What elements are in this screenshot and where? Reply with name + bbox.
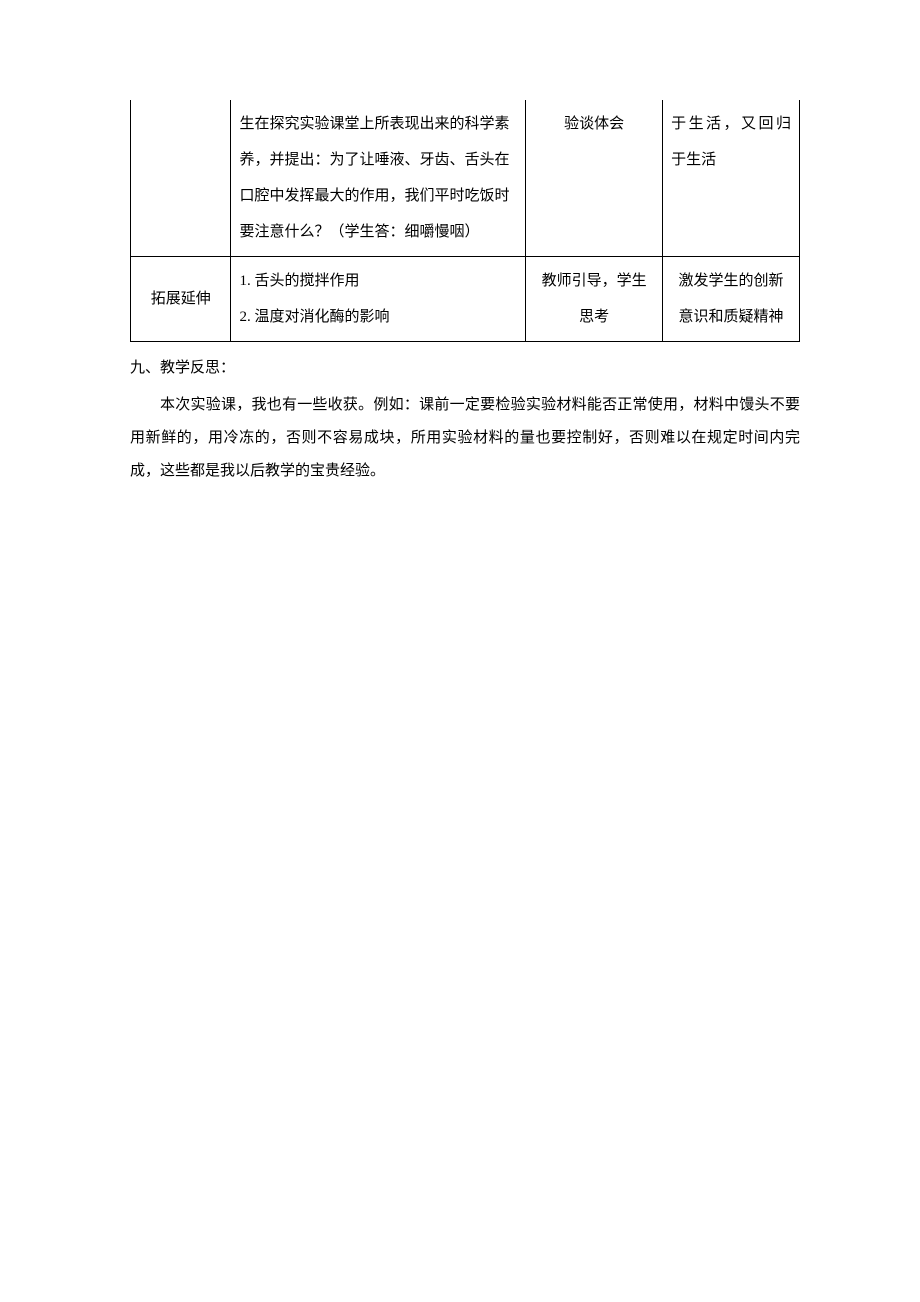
document-page: 生在探究实验课堂上所表现出来的科学素养，并提出：为了让唾液、牙齿、舌头在口腔中发… <box>0 0 920 488</box>
section-heading: 九、教学反思： <box>130 352 800 385</box>
cell-teacher-activity: 生在探究实验课堂上所表现出来的科学素养，并提出：为了让唾液、牙齿、舌头在口腔中发… <box>231 100 526 257</box>
list-item: 2. 温度对消化酶的影响 <box>239 299 517 335</box>
cell-student-activity: 教师引导，学生思考 <box>526 257 663 342</box>
cell-design-intent: 激发学生的创新意识和质疑精神 <box>663 257 800 342</box>
cell-stage-label-empty <box>131 100 231 257</box>
table-row: 生在探究实验课堂上所表现出来的科学素养，并提出：为了让唾液、牙齿、舌头在口腔中发… <box>131 100 800 257</box>
list-item: 1. 舌头的搅拌作用 <box>239 263 517 299</box>
cell-design-intent: 于生活，又回归于生活 <box>663 100 800 257</box>
cell-teacher-activity: 1. 舌头的搅拌作用 2. 温度对消化酶的影响 <box>231 257 526 342</box>
cell-student-activity: 验谈体会 <box>526 100 663 257</box>
lesson-table: 生在探究实验课堂上所表现出来的科学素养，并提出：为了让唾液、牙齿、舌头在口腔中发… <box>130 100 800 342</box>
table-row: 拓展延伸 1. 舌头的搅拌作用 2. 温度对消化酶的影响 教师引导，学生思考 激… <box>131 257 800 342</box>
cell-stage-label: 拓展延伸 <box>131 257 231 342</box>
reflection-paragraph: 本次实验课，我也有一些收获。例如：课前一定要检验实验材料能否正常使用，材料中馒头… <box>130 389 800 488</box>
